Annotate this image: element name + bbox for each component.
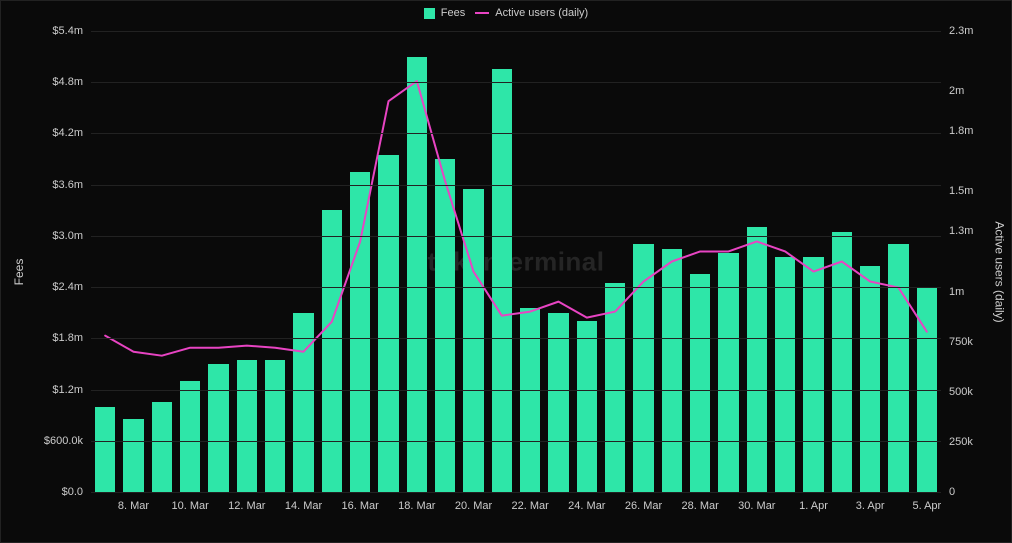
x-axis-tick: 12. Mar	[228, 492, 265, 512]
right-axis-tick: 1.8m	[941, 125, 973, 137]
left-axis-tick: $2.4m	[52, 281, 91, 293]
gridline	[91, 287, 941, 288]
right-axis-tick: 500k	[941, 386, 973, 398]
chart-legend: Fees Active users (daily)	[1, 7, 1011, 19]
legend-swatch-box	[424, 8, 435, 19]
legend-label: Active users (daily)	[495, 7, 588, 19]
right-axis-tick: 2.3m	[941, 25, 973, 37]
gridline	[91, 31, 941, 32]
x-axis-tick: 3. Apr	[856, 492, 885, 512]
gridline	[91, 185, 941, 186]
left-axis-tick: $1.8m	[52, 332, 91, 344]
left-axis-tick: $3.0m	[52, 230, 91, 242]
x-axis-tick: 24. Mar	[568, 492, 605, 512]
x-axis-tick: 1. Apr	[799, 492, 828, 512]
x-axis-tick: 30. Mar	[738, 492, 775, 512]
right-axis-tick: 1.5m	[941, 185, 973, 197]
legend-swatch-line	[475, 12, 489, 14]
legend-label: Fees	[441, 7, 465, 19]
x-axis-tick: 18. Mar	[398, 492, 435, 512]
x-axis-tick: 28. Mar	[682, 492, 719, 512]
left-axis-tick: $3.6m	[52, 179, 91, 191]
gridline	[91, 441, 941, 442]
x-axis-tick: 5. Apr	[912, 492, 941, 512]
gridline	[91, 390, 941, 391]
left-axis-title: Fees	[12, 258, 26, 285]
x-axis-tick: 20. Mar	[455, 492, 492, 512]
plot-area: tokenterminal $0.0$600.0k$1.2m$1.8m$2.4m…	[91, 31, 941, 492]
right-axis-tick: 1.3m	[941, 225, 973, 237]
gridline	[91, 82, 941, 83]
x-axis-tick: 8. Mar	[118, 492, 149, 512]
fees-active-users-chart: Fees Active users (daily) Fees Active use…	[0, 0, 1012, 543]
gridline	[91, 133, 941, 134]
left-axis-tick: $0.0	[62, 486, 91, 498]
right-axis-tick: 0	[941, 486, 955, 498]
left-axis-tick: $600.0k	[44, 435, 91, 447]
x-axis-tick: 22. Mar	[512, 492, 549, 512]
gridline	[91, 338, 941, 339]
left-axis-tick: $4.8m	[52, 76, 91, 88]
legend-item-0: Fees	[424, 7, 465, 19]
left-axis-tick: $4.2m	[52, 127, 91, 139]
right-axis-tick: 2m	[941, 85, 964, 97]
right-axis-tick: 1m	[941, 286, 964, 298]
legend-item-1: Active users (daily)	[475, 7, 588, 19]
x-axis-tick: 10. Mar	[172, 492, 209, 512]
x-axis-tick: 26. Mar	[625, 492, 662, 512]
x-axis-tick: 14. Mar	[285, 492, 322, 512]
line-layer	[91, 31, 941, 492]
active-users-line[interactable]	[105, 81, 927, 356]
left-axis-tick: $1.2m	[52, 384, 91, 396]
gridline	[91, 236, 941, 237]
right-axis-title: Active users (daily)	[992, 221, 1006, 322]
right-axis-tick: 250k	[941, 436, 973, 448]
x-axis-tick: 16. Mar	[342, 492, 379, 512]
left-axis-tick: $5.4m	[52, 25, 91, 37]
right-axis-tick: 750k	[941, 336, 973, 348]
